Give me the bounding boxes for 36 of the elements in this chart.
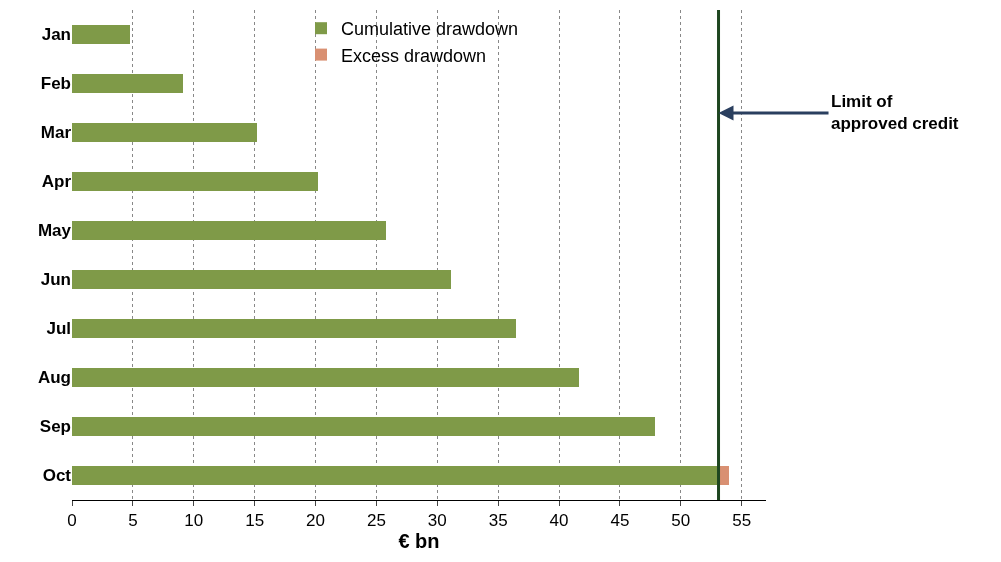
- y-tick-label: Jul: [46, 319, 71, 339]
- y-tick-label: Sep: [39, 417, 71, 437]
- y-tick-label: May: [37, 221, 72, 241]
- x-tick-label: 35: [488, 511, 508, 531]
- x-tick-label: 20: [306, 511, 325, 531]
- bar: [72, 368, 579, 387]
- legend-label: Excess drawdown: [341, 45, 487, 66]
- bar: [72, 270, 451, 289]
- y-tick-label: Jun: [40, 270, 71, 290]
- bar: [72, 319, 517, 338]
- y-tick-label: Feb: [40, 74, 71, 94]
- x-tick-label: 55: [732, 511, 752, 531]
- x-axis-title: € bn: [398, 530, 440, 553]
- legend-label: Cumulative drawdown: [341, 19, 519, 40]
- bar: [72, 172, 318, 191]
- x-tick-label: 5: [128, 511, 138, 531]
- bar: [72, 466, 719, 485]
- bar: [72, 417, 656, 436]
- annotation: Limit of approved credit: [831, 92, 959, 134]
- y-tick-label: Oct: [42, 466, 72, 486]
- y-tick-label: Mar: [40, 123, 72, 143]
- bar: [72, 123, 258, 142]
- x-tick-label: 25: [366, 511, 386, 531]
- y-tick-label: Apr: [41, 172, 72, 192]
- bar: [72, 221, 387, 240]
- x-tick-label: 10: [184, 511, 204, 531]
- y-tick-label: Aug: [37, 368, 71, 388]
- bar: [72, 74, 183, 93]
- x-tick-label: 0: [67, 511, 77, 531]
- x-tick-label: 45: [610, 511, 630, 531]
- x-tick-label: 50: [671, 511, 691, 531]
- bar: [72, 25, 131, 44]
- x-tick-label: 15: [245, 511, 265, 531]
- x-tick-label: 30: [427, 511, 447, 531]
- x-tick-label: 40: [549, 511, 569, 531]
- y-tick-label: Jan: [41, 25, 71, 45]
